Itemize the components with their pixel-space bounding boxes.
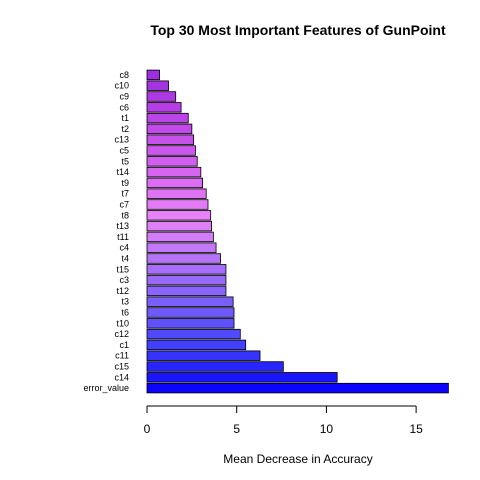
bar-c14 [146, 372, 338, 383]
bar-c13 [146, 134, 195, 145]
category-label-t4: t4 [121, 254, 129, 264]
bar-c3 [146, 274, 227, 286]
category-label-c3: c3 [119, 275, 129, 285]
category-label-c5: c5 [119, 146, 129, 156]
category-label-t13: t13 [116, 221, 129, 231]
category-label-c4: c4 [119, 243, 129, 253]
x-tick-label-0: 0 [144, 422, 151, 436]
category-label-c15: c15 [114, 362, 129, 372]
bar-t11 [146, 231, 214, 243]
category-label-t6: t6 [121, 308, 129, 318]
bar-c9 [146, 91, 177, 102]
category-label-t14: t14 [116, 167, 129, 177]
x-axis-title: Mean Decrease in Accuracy [223, 452, 372, 466]
bar-t4 [146, 253, 221, 264]
bar-t9 [146, 177, 204, 189]
bar-t1 [146, 112, 189, 124]
bars-group [146, 69, 449, 394]
x-tick-label-10: 10 [320, 422, 334, 436]
bar-c8 [146, 69, 160, 81]
bar-c4 [146, 242, 217, 253]
x-tick-label-15: 15 [409, 422, 423, 436]
category-label-error_value: error_value [83, 383, 129, 393]
bar-t13 [146, 220, 212, 232]
category-label-t5: t5 [121, 156, 129, 166]
category-label-t9: t9 [121, 178, 129, 188]
x-tick-label-5: 5 [233, 422, 240, 436]
category-label-c13: c13 [114, 135, 129, 145]
category-label-c7: c7 [119, 200, 129, 210]
category-label-c9: c9 [119, 92, 129, 102]
bar-t3 [146, 296, 234, 307]
x-axis: 0 5 10 15 [144, 405, 423, 436]
category-label-t12: t12 [116, 286, 129, 296]
category-label-c11: c11 [115, 351, 129, 361]
category-label-c10: c10 [114, 81, 129, 91]
bar-t14 [146, 166, 202, 178]
category-label-c6: c6 [119, 102, 129, 112]
category-label-c14: c14 [114, 372, 129, 382]
bar-t8 [146, 210, 212, 221]
category-label-t10: t10 [116, 318, 129, 328]
bar-c11 [146, 350, 261, 361]
bar-c6 [146, 102, 182, 113]
category-label-c8: c8 [119, 70, 129, 80]
bar-t6 [146, 307, 235, 318]
chart-title: Top 30 Most Important Features of GunPoi… [150, 22, 446, 38]
bar-c7 [146, 199, 209, 210]
bar-c10 [146, 80, 169, 91]
bar-c12 [146, 328, 241, 340]
bar-t15 [146, 264, 227, 275]
category-label-t2: t2 [121, 124, 129, 134]
category-label-c1: c1 [119, 340, 129, 350]
category-label-t7: t7 [121, 189, 129, 199]
category-label-c12: c12 [114, 329, 129, 339]
category-label-t11: t11 [117, 232, 129, 242]
category-label-t1: t1 [121, 113, 129, 123]
bar-t7 [146, 188, 207, 199]
category-label-t3: t3 [121, 297, 129, 307]
bar-t10 [146, 318, 235, 329]
bar-c5 [146, 145, 196, 156]
category-labels: c8c10c9c6t1t2c13c5t5t14t9t7c7t8t13t11c4t… [83, 70, 129, 393]
category-label-t8: t8 [121, 210, 129, 220]
bar-c15 [146, 361, 284, 372]
bar-t5 [146, 156, 198, 167]
bar-c1 [146, 339, 247, 351]
bar-t12 [146, 285, 227, 297]
bar-error_value [146, 382, 449, 394]
category-label-t15: t15 [116, 264, 129, 274]
bar-t2 [146, 123, 193, 135]
